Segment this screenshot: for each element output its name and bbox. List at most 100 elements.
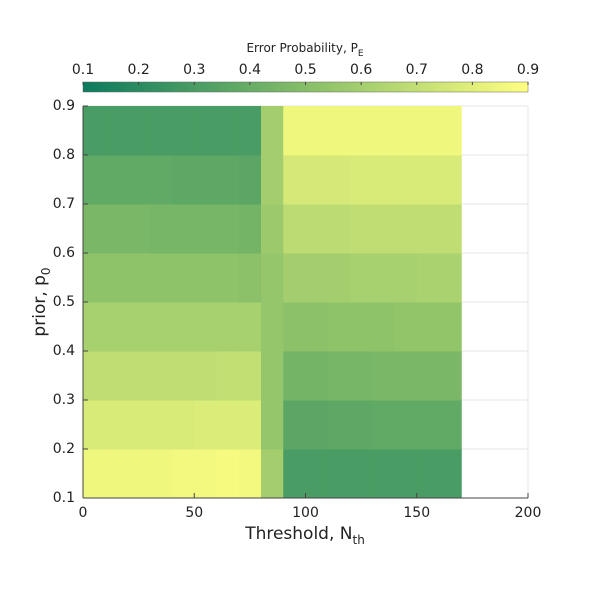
heatmap-cell — [216, 204, 240, 254]
heatmap-cell — [149, 253, 173, 303]
heatmap-cell — [127, 204, 151, 254]
heatmap-cell — [305, 106, 329, 156]
heatmap-cell — [194, 400, 217, 450]
heatmap-cell — [261, 351, 284, 401]
heatmap-cell — [127, 253, 151, 303]
heatmap-cell — [238, 106, 262, 156]
heatmap-cell — [416, 449, 440, 499]
heatmap-cell — [416, 204, 440, 254]
heatmap-cell — [416, 351, 440, 401]
heatmap-cell — [127, 155, 151, 205]
heatmap-cell — [372, 106, 395, 156]
heatmap-cell — [283, 351, 306, 401]
x-tick-label: 50 — [185, 505, 203, 521]
heatmap-cell — [216, 302, 240, 352]
heatmap-cell — [350, 204, 373, 254]
heatmap-cell — [194, 302, 217, 352]
heatmap-cell — [127, 351, 151, 401]
y-axis-label-text: prior, p — [30, 275, 50, 337]
x-tick-label: 200 — [515, 505, 542, 521]
heatmap-cell — [416, 106, 440, 156]
heatmap-cell — [327, 253, 351, 303]
heatmap-cell — [105, 106, 128, 156]
heatmap-cell — [172, 302, 195, 352]
heatmap-cell — [216, 351, 240, 401]
heatmap-cell — [327, 351, 351, 401]
heatmap-cell — [372, 400, 395, 450]
heatmap-cell — [105, 449, 128, 499]
heatmap-cell — [194, 351, 217, 401]
heatmap-cell — [127, 106, 151, 156]
heatmap-cell — [238, 155, 262, 205]
heatmap-cell — [305, 302, 329, 352]
colorbar-tick-label: 0.7 — [406, 62, 428, 78]
heatmap-cell — [305, 351, 329, 401]
colorbar-label-sub: E — [358, 49, 364, 59]
heatmap-cell — [149, 106, 173, 156]
heatmap-cell — [394, 302, 418, 352]
y-tick-label: 0.3 — [53, 392, 75, 408]
heatmap-cell — [327, 155, 351, 205]
heatmap-cell — [216, 400, 240, 450]
heatmap-cell — [439, 155, 462, 205]
heatmap-cell — [327, 302, 351, 352]
heatmap-cell — [83, 302, 106, 352]
colorbar-label: Error Probability, PE — [246, 41, 363, 59]
heatmap-cell — [416, 155, 440, 205]
heatmap-cell — [216, 155, 240, 205]
heatmap-cell — [127, 302, 151, 352]
heatmap-cell — [216, 106, 240, 156]
heatmap-cell — [172, 449, 195, 499]
heatmap-cell — [105, 253, 128, 303]
heatmap-cell — [216, 253, 240, 303]
heatmap-cell — [105, 351, 128, 401]
heatmap-cell — [283, 106, 306, 156]
colorbar-tick-label: 0.8 — [461, 62, 483, 78]
x-tick-label: 100 — [292, 505, 319, 521]
heatmap-cell — [394, 204, 418, 254]
heatmap-cell — [305, 155, 329, 205]
heatmap-cell — [261, 253, 284, 303]
heatmap-cell — [83, 253, 106, 303]
colorbar-tick-label: 0.5 — [294, 62, 316, 78]
heatmap-cell — [305, 204, 329, 254]
heatmap-cell — [149, 351, 173, 401]
heatmap-cell — [350, 449, 373, 499]
y-tick-label: 0.8 — [53, 147, 75, 163]
heatmap-cell — [439, 351, 462, 401]
heatmap-cell — [350, 253, 373, 303]
heatmap-cell — [238, 400, 262, 450]
heatmap-cell — [149, 400, 173, 450]
heatmap-cell — [238, 302, 262, 352]
heatmap-cell — [372, 253, 395, 303]
heatmap-cell — [238, 449, 262, 499]
heatmap-cell — [127, 400, 151, 450]
y-tick-label: 0.2 — [53, 441, 75, 457]
heatmap-cell — [172, 204, 195, 254]
y-tick-label: 0.7 — [53, 196, 75, 212]
heatmap-cell — [394, 400, 418, 450]
colorbar-tick-label: 0.9 — [517, 62, 539, 78]
heatmap-cell — [439, 449, 462, 499]
colorbar-tick-label: 0.1 — [72, 62, 94, 78]
heatmap-cell — [83, 106, 106, 156]
heatmap-cell — [327, 106, 351, 156]
heatmap-cell — [439, 106, 462, 156]
heatmap-cell — [105, 204, 128, 254]
heatmap-cell — [149, 449, 173, 499]
heatmap-cell — [261, 302, 284, 352]
heatmap-cell — [305, 253, 329, 303]
heatmap-cell — [194, 449, 217, 499]
heatmap-cell — [216, 449, 240, 499]
x-axis-label: Threshold, Nth — [244, 524, 365, 547]
heatmap-cell — [283, 449, 306, 499]
heatmap-cell — [394, 106, 418, 156]
heatmap-cell — [372, 302, 395, 352]
heatmap-cell — [283, 155, 306, 205]
heatmap-cell — [172, 253, 195, 303]
heatmap-cell — [439, 204, 462, 254]
heatmap-cell — [172, 351, 195, 401]
heatmap-cell — [283, 302, 306, 352]
x-axis-label-sub: th — [353, 533, 365, 547]
heatmap-cell — [194, 253, 217, 303]
